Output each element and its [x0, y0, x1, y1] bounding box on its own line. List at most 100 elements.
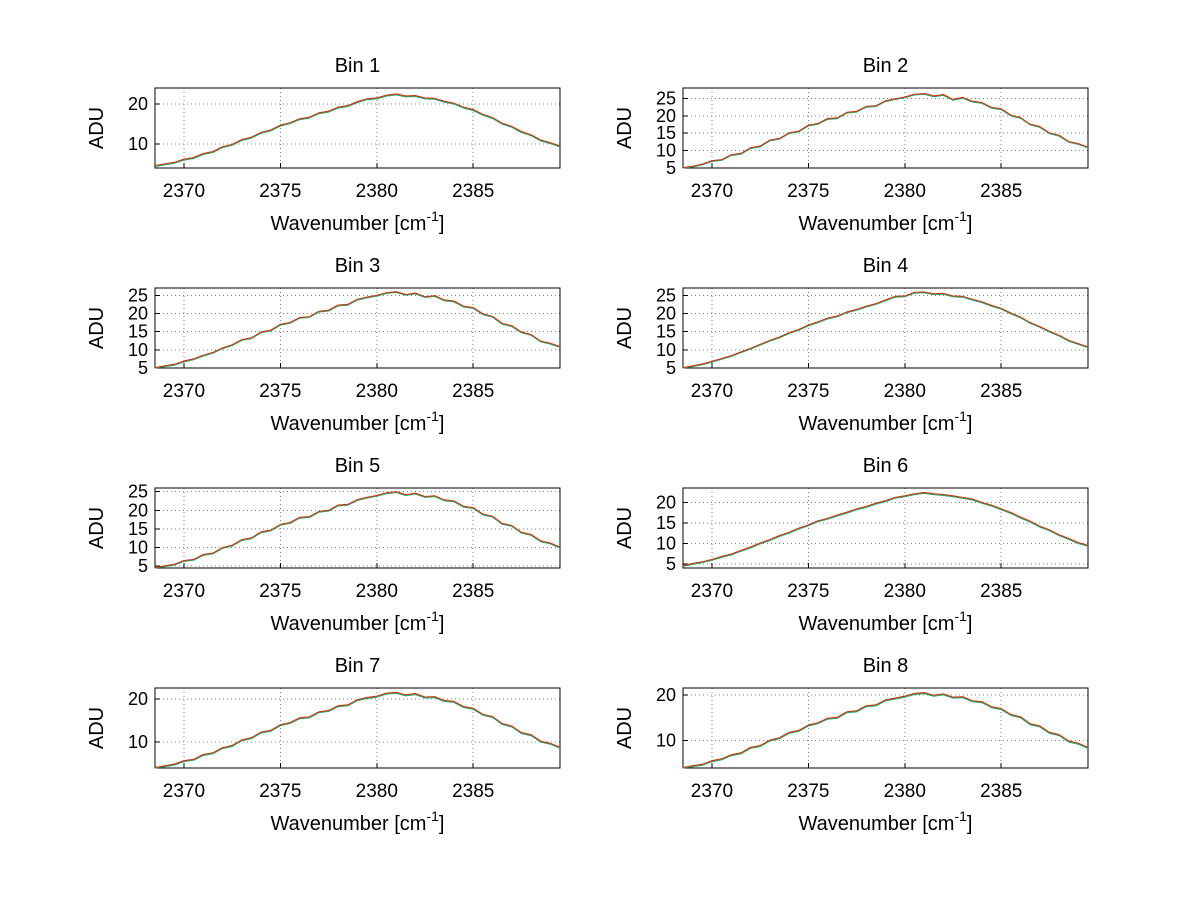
x-tick-label: 2380 — [884, 381, 926, 402]
y-tick-label: 10 — [128, 340, 148, 360]
axes-box — [682, 87, 1089, 169]
x-tick-label: 2375 — [259, 781, 301, 802]
series-trace-red — [682, 692, 1089, 768]
x-tick-label: 2380 — [356, 181, 398, 202]
x-tick-label: 2375 — [787, 581, 829, 602]
axes-box — [682, 687, 1089, 769]
subplot-title: Bin 4 — [863, 255, 909, 277]
series-trace-red — [154, 691, 561, 768]
y-tick-label: 15 — [656, 123, 676, 143]
x-axis-label: Wavenumber [cm-1] — [271, 608, 445, 635]
x-tick-label: 2375 — [787, 381, 829, 402]
y-tick-label: 25 — [656, 88, 676, 108]
x-tick-label: 2370 — [163, 381, 205, 402]
x-axis-label: Wavenumber [cm-1] — [271, 808, 445, 835]
y-tick-label: 20 — [128, 689, 148, 709]
axes-box — [682, 487, 1089, 569]
x-tick-label: 2385 — [980, 581, 1022, 602]
series-trace-teal — [682, 292, 1089, 369]
y-axis-label: ADU — [86, 107, 108, 149]
series-trace-teal — [682, 492, 1089, 567]
series-trace-teal — [154, 692, 561, 769]
y-tick-label: 10 — [656, 141, 676, 161]
subplot-title: Bin 5 — [335, 455, 381, 477]
y-tick-label: 10 — [128, 134, 148, 154]
y-tick-label: 15 — [128, 322, 148, 342]
y-tick-label: 25 — [128, 285, 148, 305]
y-tick-label: 5 — [666, 358, 676, 378]
y-tick-label: 20 — [656, 106, 676, 126]
x-axis-label: Wavenumber [cm-1] — [799, 408, 973, 435]
y-tick-label: 20 — [656, 492, 676, 512]
x-tick-label: 2370 — [163, 181, 205, 202]
x-tick-label: 2375 — [259, 181, 301, 202]
y-tick-label: 15 — [656, 513, 676, 533]
series-trace-green — [154, 692, 561, 769]
series-trace-teal — [682, 93, 1089, 169]
subplot-bin-7: Bin 7 10 20 2370 2375 2380 2385 ADU Wavenumber [… — [86, 655, 561, 835]
y-axis-label: ADU — [86, 307, 108, 349]
series-trace-green — [682, 692, 1089, 769]
y-tick-label: 10 — [656, 731, 676, 751]
x-tick-label: 2370 — [163, 581, 205, 602]
subplot-bin-8: Bin 8 10 20 2370 2375 2380 2385 ADU Wavenumber [… — [614, 655, 1089, 835]
series-trace-green — [682, 291, 1089, 369]
y-axis-label: ADU — [86, 707, 108, 749]
y-axis-label: ADU — [614, 707, 636, 749]
x-tick-label: 2380 — [356, 581, 398, 602]
axes-box — [154, 287, 561, 369]
series-trace-teal — [682, 693, 1089, 769]
y-axis-label: ADU — [614, 507, 636, 549]
y-tick-label: 20 — [656, 685, 676, 705]
x-tick-label: 2375 — [787, 181, 829, 202]
y-axis-label: ADU — [614, 307, 636, 349]
axes-box — [682, 287, 1089, 369]
series-trace-green — [154, 291, 561, 369]
series-trace-red — [154, 93, 561, 166]
x-tick-label: 2380 — [884, 581, 926, 602]
series-trace-green — [682, 492, 1089, 567]
series-trace-green — [154, 93, 561, 167]
x-tick-label: 2370 — [691, 181, 733, 202]
subplot-title: Bin 3 — [335, 255, 381, 277]
axes-box — [154, 687, 561, 769]
y-tick-label: 10 — [656, 533, 676, 553]
series-trace-red — [154, 491, 561, 569]
y-axis-label: ADU — [86, 507, 108, 549]
subplot-title: Bin 1 — [335, 55, 381, 77]
x-tick-label: 2380 — [356, 381, 398, 402]
y-tick-label: 5 — [666, 554, 676, 574]
y-tick-label: 15 — [128, 519, 148, 539]
x-axis-label: Wavenumber [cm-1] — [799, 608, 973, 635]
x-tick-label: 2385 — [980, 381, 1022, 402]
axes-box — [154, 487, 561, 569]
x-tick-label: 2370 — [691, 381, 733, 402]
x-tick-label: 2385 — [452, 381, 494, 402]
x-tick-label: 2370 — [691, 581, 733, 602]
axes-box — [154, 87, 561, 169]
y-tick-label: 10 — [128, 732, 148, 752]
y-tick-label: 5 — [138, 556, 148, 576]
x-tick-label: 2370 — [163, 781, 205, 802]
y-axis-label: ADU — [614, 107, 636, 149]
series-trace-green — [682, 93, 1089, 169]
y-tick-label: 5 — [666, 158, 676, 178]
series-trace-red — [682, 491, 1089, 566]
x-axis-label: Wavenumber [cm-1] — [799, 808, 973, 835]
series-trace-green — [154, 491, 561, 569]
y-tick-label: 20 — [128, 94, 148, 114]
series-trace-red — [682, 93, 1089, 169]
x-tick-label: 2375 — [259, 381, 301, 402]
subplot-bin-1: Bin 1 10 20 2370 2375 2380 2385 ADU Wavenumber [… — [86, 55, 561, 235]
x-axis-label: Wavenumber [cm-1] — [799, 208, 973, 235]
series-trace-teal — [154, 94, 561, 167]
x-axis-label: Wavenumber [cm-1] — [271, 208, 445, 235]
x-tick-label: 2385 — [452, 181, 494, 202]
x-tick-label: 2375 — [787, 781, 829, 802]
